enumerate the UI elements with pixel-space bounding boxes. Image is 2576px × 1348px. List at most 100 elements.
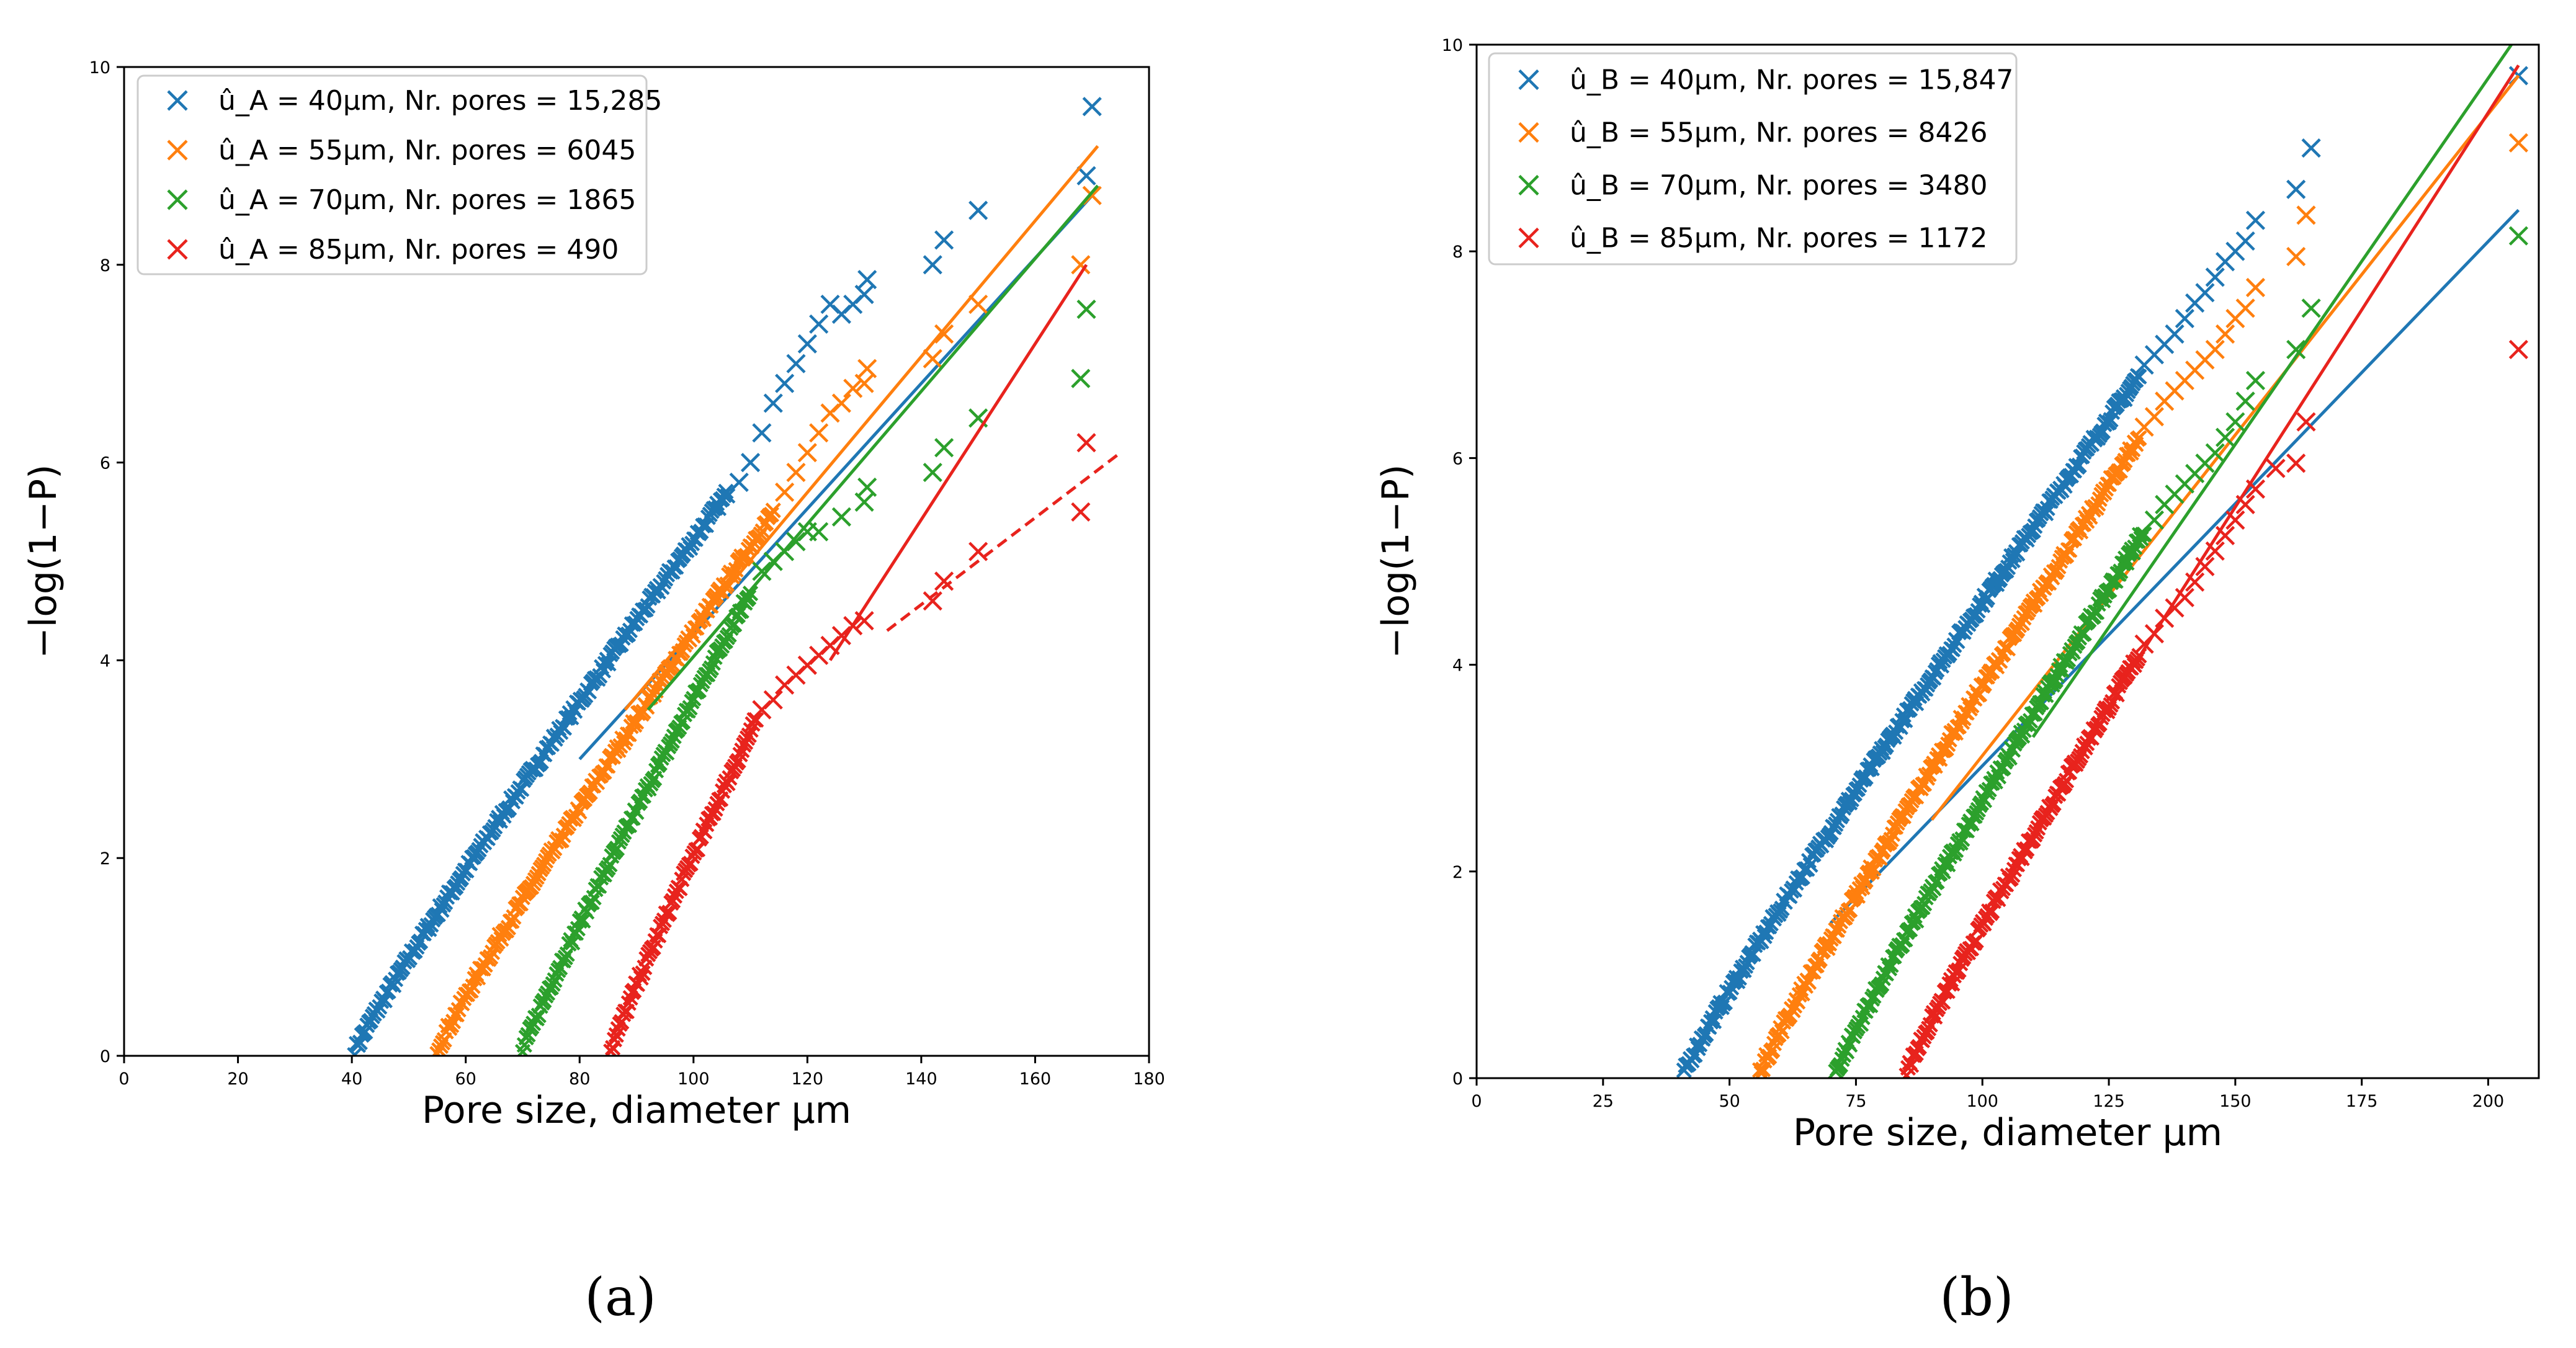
data-point — [1820, 940, 1836, 957]
panel-caption: (a) — [584, 1267, 656, 1328]
data-point — [437, 894, 454, 911]
data-point — [1944, 641, 1961, 658]
data-point — [854, 492, 874, 512]
x-axis-label: Pore size, diameter μm — [422, 1089, 851, 1132]
legend-box — [1488, 52, 2018, 266]
data-point — [1071, 255, 1091, 275]
data-point — [1861, 761, 1877, 777]
data-point — [2088, 500, 2104, 516]
data-point — [2245, 277, 2266, 298]
legend: û_B = 40μm, Nr. pores = 15,847 û_B = 55μm… — [1488, 52, 2018, 266]
data-point — [1956, 624, 1972, 640]
data-point — [1919, 770, 1936, 786]
x-tick-label: 25 — [1593, 1092, 1614, 1111]
plot-area — [1676, 45, 2528, 1078]
fit-line — [646, 184, 1099, 711]
x-tick-label: 60 — [455, 1069, 476, 1089]
x-tick-label: 200 — [2472, 1092, 2505, 1111]
x-tick-label: 80 — [569, 1069, 590, 1089]
y-tick-label: 6 — [1452, 449, 1463, 468]
data-point — [2131, 430, 2147, 446]
data-point — [646, 687, 662, 703]
data-point — [2195, 283, 2215, 303]
data-point — [1952, 835, 1969, 851]
data-point — [2286, 453, 2306, 473]
legend-marker — [167, 189, 188, 210]
data-point — [664, 893, 681, 909]
data-point — [1946, 846, 1962, 862]
x-tick-label: 0 — [1471, 1092, 1482, 1111]
data-point — [2301, 298, 2321, 318]
legend-entry: û_B = 40μm, Nr. pores = 15,847 — [1570, 65, 2013, 96]
data-point — [2095, 592, 2111, 609]
data-point — [682, 540, 699, 556]
data-point — [2508, 133, 2528, 153]
data-point — [1954, 714, 1970, 730]
x-tick-label: 160 — [1019, 1069, 1052, 1089]
data-point — [748, 712, 764, 728]
data-point — [854, 373, 874, 393]
data-point — [504, 913, 520, 929]
data-point — [797, 443, 817, 463]
data-point — [1968, 607, 1985, 623]
data-point — [763, 690, 783, 710]
x-tick-label: 20 — [227, 1069, 248, 1089]
axes-frame — [1475, 43, 2540, 1079]
data-point — [2245, 210, 2266, 230]
x-tick-label: 50 — [1719, 1092, 1740, 1111]
fit-line-dashed — [886, 451, 1122, 632]
legend-entry: û_A = 40μm, Nr. pores = 15,285 — [218, 85, 662, 117]
legend-box — [136, 74, 648, 275]
data-point — [2205, 541, 2225, 561]
series-green — [514, 184, 1099, 1056]
legend-marker — [167, 90, 188, 111]
data-point — [1921, 1020, 1937, 1037]
data-point — [741, 589, 757, 605]
series-blue — [1676, 66, 2528, 1078]
data-point — [2096, 484, 2113, 501]
x-axis-label: Pore size, diameter μm — [1793, 1111, 2222, 1154]
data-point — [2205, 339, 2225, 360]
data-point — [2165, 324, 2185, 344]
data-point — [809, 314, 829, 334]
data-point — [2014, 615, 2031, 632]
data-point — [1940, 736, 1956, 752]
data-point — [545, 976, 561, 992]
data-point — [2205, 267, 2225, 287]
data-point — [968, 542, 988, 561]
data-point — [809, 522, 829, 542]
legend-marker — [1518, 122, 1539, 143]
data-point — [1894, 713, 1910, 729]
data-point — [616, 734, 632, 751]
x-tick-label: 150 — [2219, 1092, 2252, 1111]
data-point — [786, 354, 806, 373]
data-point — [2296, 412, 2316, 432]
data-point — [2030, 820, 2046, 836]
data-point — [454, 996, 470, 1012]
data-point — [2286, 179, 2306, 199]
data-point — [1828, 816, 1844, 832]
series-red — [1898, 64, 2528, 1078]
data-point — [2301, 138, 2321, 158]
data-point — [2225, 412, 2245, 432]
x-tick-label: 100 — [678, 1069, 710, 1089]
data-point — [2235, 231, 2255, 251]
data-point — [444, 1017, 460, 1033]
y-tick-label: 10 — [1442, 36, 1463, 55]
fit-line — [2132, 64, 2520, 666]
data-point — [2296, 205, 2316, 225]
y-tick-label: 0 — [100, 1047, 110, 1066]
data-point — [666, 888, 683, 904]
data-point — [726, 566, 742, 582]
data-point — [2286, 246, 2306, 267]
series-red — [603, 264, 1122, 1056]
panel-a: 0 20 40 60 80 100 120 140 160 180 0 2 4 6 8 10 Pore size… — [22, 58, 1165, 1328]
data-point — [786, 462, 806, 483]
data-point — [1076, 433, 1096, 453]
data-point — [968, 200, 988, 220]
data-point — [2205, 443, 2225, 463]
legend-entry: û_B = 85μm, Nr. pores = 1172 — [1570, 223, 1987, 254]
data-point — [1071, 502, 1091, 522]
data-point — [740, 453, 761, 473]
